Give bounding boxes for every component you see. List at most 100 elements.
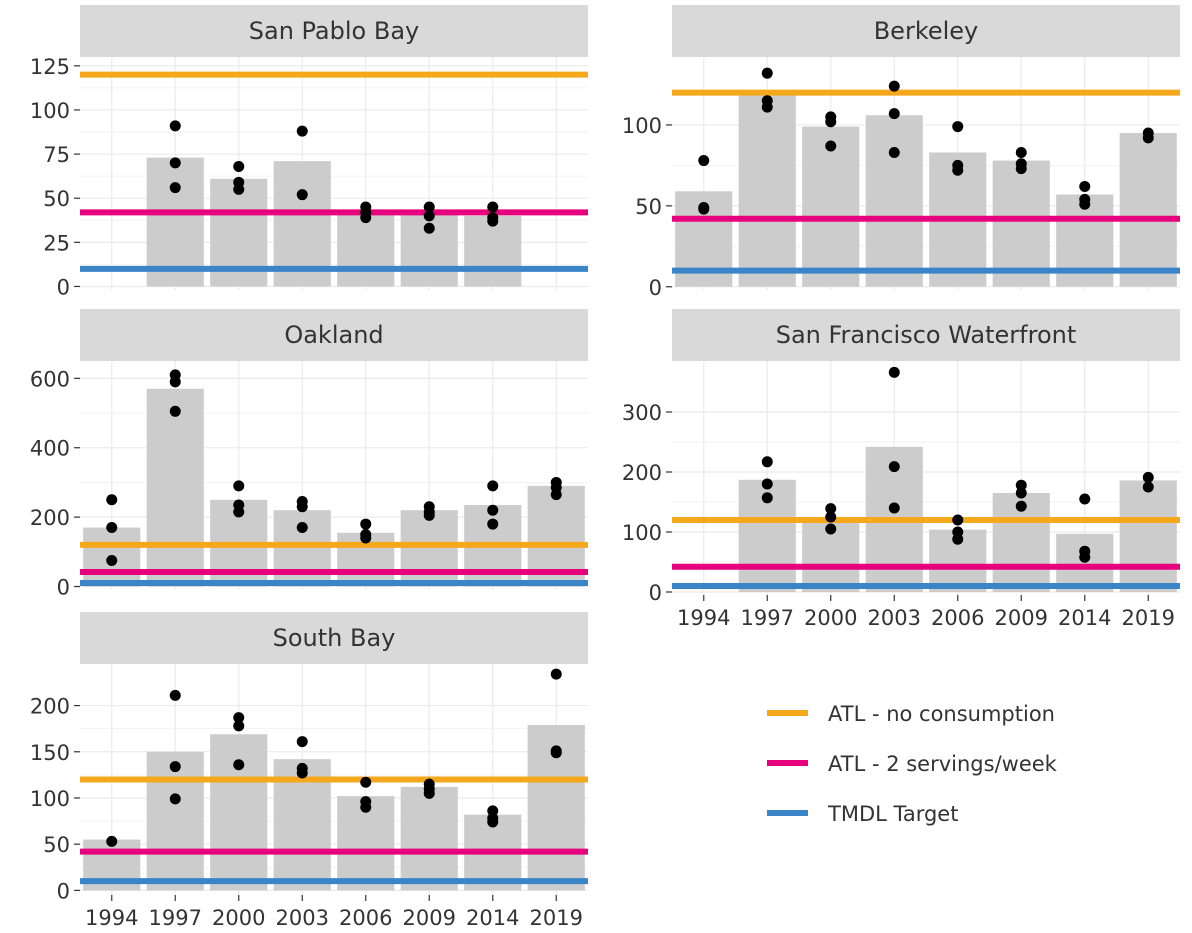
data-point-south-bay-1994 [106,835,118,847]
panel-san-pablo-bay: San Pablo Bay 0 25 50 75 100 125 [30,5,588,299]
data-point-san-pablo-bay-1997 [169,120,181,132]
data-point-san-francisco-waterfront-2014 [1079,493,1091,505]
y-tick-label: 125 [30,55,70,79]
bar-berkeley-1997 [738,92,796,287]
x-tick-label: 2000 [212,906,265,930]
bar-berkeley-2000 [802,126,860,287]
x-tick-label: 1997 [149,906,202,930]
legend-label-tmdl-target: TMDL Target [827,802,958,826]
data-point-oakland-2019 [550,489,562,501]
x-tick-label: 1997 [741,606,794,630]
data-point-berkeley-2019 [1142,132,1154,144]
bar-south-bay-1997 [146,751,204,891]
x-tick-label: 2009 [403,906,456,930]
data-point-san-francisco-waterfront-1997 [761,478,773,490]
x-tick-label: 1994 [85,906,138,930]
data-point-san-francisco-waterfront-2003 [888,366,900,378]
data-point-oakland-2009 [423,509,435,521]
panel-strip [80,612,588,664]
y-tick-label: 150 [30,741,70,765]
data-point-berkeley-2014 [1079,198,1091,210]
bar-berkeley-2009 [992,160,1050,287]
data-point-oakland-2000 [233,506,245,518]
data-point-berkeley-2009 [1015,146,1027,158]
data-point-oakland-1994 [106,522,118,534]
y-tick-label: 200 [30,695,70,719]
data-point-san-pablo-bay-2014 [487,215,499,227]
y-tick-label: 25 [43,231,70,255]
data-point-oakland-1997 [169,405,181,417]
data-point-oakland-2014 [487,480,499,492]
bar-san-pablo-bay-2014 [464,215,522,287]
data-point-berkeley-2006 [952,164,964,176]
panel-title: Berkeley [874,17,979,45]
y-tick-label: 75 [43,143,70,167]
data-point-oakland-1994 [106,494,118,506]
y-tick-label: 0 [57,576,70,600]
bar-berkeley-2003 [865,115,923,287]
x-tick-label: 2019 [530,906,583,930]
data-point-south-bay-2000 [233,712,245,724]
bar-south-bay-2000 [210,734,268,891]
y-tick-label: 400 [30,437,70,461]
legend: ATL - no consumption ATL - 2 servings/wee… [767,702,1058,826]
data-point-south-bay-1997 [169,793,181,805]
bar-south-bay-2009 [400,786,458,891]
y-tick-label: 0 [57,275,70,299]
bar-san-pablo-bay-2006 [337,212,395,287]
bar-san-pablo-bay-2003 [273,161,331,287]
data-point-oakland-1994 [106,555,118,567]
data-point-south-bay-2003 [296,736,308,748]
data-point-oakland-2003 [296,522,308,534]
data-point-san-pablo-bay-1997 [169,182,181,194]
bar-san-pablo-bay-1997 [146,157,204,287]
data-point-san-francisco-waterfront-2003 [888,461,900,473]
x-tick-label: 2006 [339,906,392,930]
x-tick-label: 2009 [995,606,1048,630]
data-point-berkeley-2003 [888,108,900,120]
data-point-san-pablo-bay-2006 [360,212,372,224]
panel-oakland: Oakland 0 200 400 600 [30,309,588,600]
panel-strip [80,309,588,361]
x-tick-label: 2006 [931,606,984,630]
data-point-san-francisco-waterfront-1997 [761,456,773,468]
data-point-san-pablo-bay-1997 [169,157,181,169]
panel-strip [80,5,588,57]
y-tick-label: 100 [622,521,662,545]
data-point-south-bay-2006 [360,776,372,788]
x-tick-label: 2019 [1122,606,1175,630]
data-point-berkeley-2000 [825,116,837,128]
data-point-south-bay-2006 [360,801,372,813]
data-point-san-pablo-bay-2009 [423,210,435,222]
data-point-oakland-1997 [169,376,181,388]
y-tick-label: 50 [43,833,70,857]
data-point-san-francisco-waterfront-2000 [825,511,837,523]
panel-berkeley: Berkeley 0 50 100 [622,5,1180,300]
data-point-san-francisco-waterfront-2009 [1015,479,1027,491]
y-tick-label: 600 [30,367,70,391]
data-point-south-bay-2019 [550,747,562,759]
data-point-san-francisco-waterfront-2006 [952,533,964,545]
data-point-south-bay-1997 [169,689,181,701]
legend-label-atl-no-consumption: ATL - no consumption [828,702,1055,726]
bar-berkeley-2019 [1119,133,1177,287]
y-tick-label: 50 [43,187,70,211]
panel-strip [672,5,1180,57]
data-point-san-pablo-bay-2000 [233,183,245,195]
data-point-oakland-2003 [296,501,308,513]
panel-title: San Pablo Bay [249,17,419,45]
data-point-berkeley-2009 [1015,163,1027,175]
data-point-san-pablo-bay-2014 [487,201,499,213]
data-point-south-bay-2014 [487,816,499,828]
data-point-oakland-2006 [360,518,372,530]
data-point-san-francisco-waterfront-2019 [1142,471,1154,483]
data-point-san-francisco-waterfront-2019 [1142,481,1154,493]
bar-oakland-2003 [273,510,331,587]
data-point-san-francisco-waterfront-1997 [761,492,773,504]
data-point-berkeley-1994 [698,155,710,167]
data-point-san-francisco-waterfront-2000 [825,503,837,515]
x-tick-label: 2014 [466,906,519,930]
data-point-san-pablo-bay-2009 [423,201,435,213]
data-point-south-bay-2019 [550,668,562,680]
